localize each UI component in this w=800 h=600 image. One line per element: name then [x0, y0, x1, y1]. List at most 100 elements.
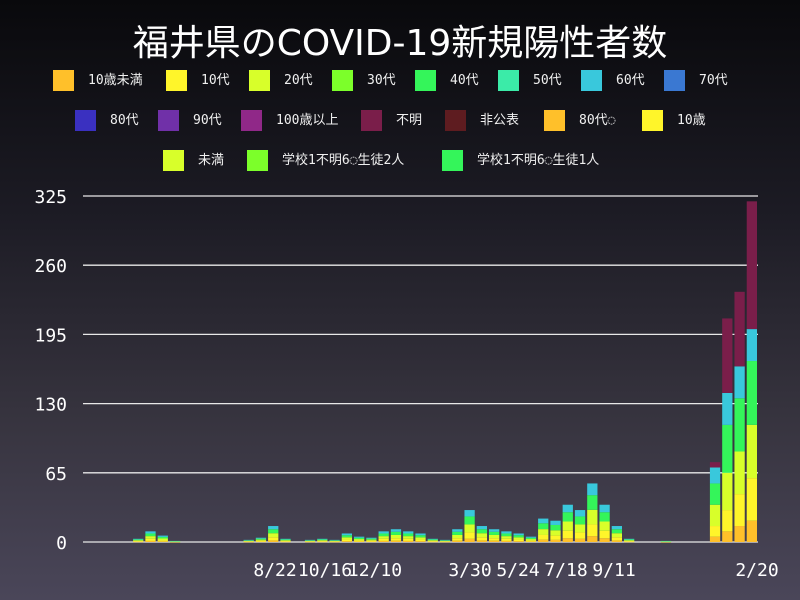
bar-segment — [255, 537, 267, 539]
bar-segment — [574, 538, 586, 542]
bar-segment — [341, 537, 352, 540]
bar-segment — [489, 534, 500, 539]
bar-segment — [157, 540, 168, 542]
bar-segment — [746, 329, 757, 362]
bar-segment — [587, 483, 598, 496]
legend-swatch — [75, 110, 96, 131]
bar-segment — [722, 424, 733, 473]
bar-segment — [660, 540, 672, 542]
bar-segment — [366, 541, 377, 543]
bar-segment — [611, 533, 622, 538]
legend-swatch — [247, 150, 268, 171]
bar-segment — [624, 538, 635, 540]
legend-label: 70代 — [699, 73, 728, 88]
legend-label: 10代 — [201, 73, 230, 88]
bar-segment — [317, 538, 328, 540]
bar-segment — [304, 541, 316, 543]
bar-segment — [439, 540, 451, 542]
bar-segment — [243, 540, 254, 541]
bar-segment — [329, 539, 340, 541]
bar-segment — [489, 529, 500, 532]
bar-segment — [476, 540, 487, 542]
bar-segment — [501, 540, 512, 542]
legend-swatch — [361, 110, 382, 131]
bar-segment — [268, 526, 279, 530]
bar-segment — [599, 521, 610, 531]
bar-segment — [709, 526, 721, 537]
legend-label: 80代 — [110, 113, 139, 128]
bar-segment — [538, 523, 549, 530]
bar-segment — [746, 201, 757, 330]
bar-segment — [746, 361, 757, 425]
y-tick-label: 325 — [34, 187, 67, 208]
bar-segment — [403, 540, 414, 542]
bar-segment — [734, 526, 745, 542]
bar-segment — [550, 524, 561, 531]
bar-segment — [501, 531, 512, 534]
bar-segment — [341, 541, 352, 542]
legend-swatch — [163, 150, 184, 171]
bar-segment — [403, 538, 414, 541]
bar-segment — [624, 541, 635, 543]
bar-segment — [538, 518, 549, 524]
bar-segment — [317, 541, 328, 542]
legend-swatch — [445, 110, 466, 131]
bar-segment — [722, 531, 733, 542]
x-tick-label: 12/10 — [348, 560, 402, 581]
bar-segment — [341, 535, 352, 538]
legend-label: 60代 — [616, 73, 645, 88]
bar-segment — [722, 392, 733, 425]
bar-segment — [464, 532, 475, 539]
bar-segment — [403, 533, 414, 537]
bar-segment — [268, 529, 279, 534]
bar-segment — [280, 541, 291, 542]
bar-segment — [550, 520, 561, 525]
bar-segment — [525, 536, 537, 538]
bar-segment — [574, 524, 586, 533]
legend-label: 40代 — [450, 73, 479, 88]
x-tick-label: 2/20 — [735, 560, 778, 581]
bar-segment — [574, 510, 586, 517]
bar-segment — [550, 535, 561, 540]
bar-segment — [562, 530, 573, 539]
legend-label: 30代 — [367, 73, 396, 88]
bar-segment — [538, 534, 549, 540]
bar-segment — [439, 540, 451, 541]
legend-label: 50代 — [533, 73, 562, 88]
bar-segment — [354, 537, 365, 540]
y-tick-label: 0 — [56, 533, 67, 554]
bar-segment — [427, 541, 438, 543]
bar-segment — [157, 535, 168, 537]
legend-label: 学校1不明6◌生徒1人 — [477, 153, 600, 168]
bar-segment — [354, 541, 365, 542]
y-tick-label: 195 — [34, 325, 67, 346]
bar-segment — [427, 538, 438, 540]
bar-segment — [157, 541, 168, 542]
legend-label: 非公表 — [480, 113, 520, 128]
bar-segment — [489, 540, 500, 542]
bar-segment — [133, 541, 144, 542]
bar-segment — [378, 536, 389, 539]
bar-segment — [390, 531, 402, 535]
legend-swatch — [544, 110, 565, 131]
bar-segment — [734, 366, 745, 399]
bar-segment — [133, 538, 144, 540]
bar-segment — [268, 533, 279, 538]
bar-segment — [746, 424, 757, 479]
bar-segment — [280, 539, 291, 541]
bar-segment — [599, 512, 610, 522]
legend-swatch — [332, 70, 353, 91]
bar-segment — [280, 538, 291, 540]
bar-segment — [513, 535, 524, 538]
bar-segment — [476, 526, 487, 530]
bar-segment — [133, 541, 144, 543]
legend-swatch — [241, 110, 262, 131]
bar-segment — [722, 510, 733, 532]
bar-segment — [501, 538, 512, 541]
bar-segment — [489, 531, 500, 535]
bar-segment — [513, 541, 524, 542]
legend-swatch — [664, 70, 685, 91]
bar-segment — [452, 538, 463, 541]
bar-segment — [734, 398, 745, 452]
